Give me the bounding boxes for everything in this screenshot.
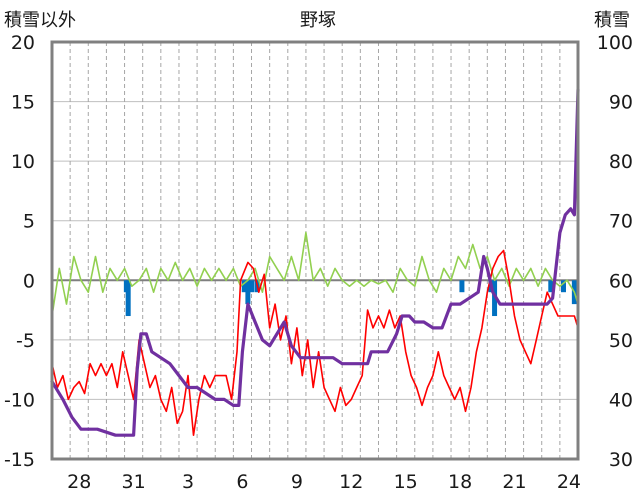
gridlines [52, 41, 578, 460]
x-tick-label: 21 [502, 471, 526, 493]
precip-bar [245, 280, 251, 305]
right-tick-label: 80 [609, 151, 633, 173]
precip-bar [459, 280, 465, 293]
right-tick-label: 70 [609, 211, 633, 233]
x-tick-label: 18 [448, 471, 472, 493]
right-axis-title: 積雪 [594, 10, 630, 31]
left-tick-label: -15 [4, 449, 35, 471]
right-tick-label: 50 [609, 330, 633, 352]
plot-frame [50, 40, 580, 461]
snow-line [50, 88, 580, 437]
x-tick-label: 24 [557, 471, 581, 493]
x-tick-label: 28 [67, 471, 91, 493]
left-axis-title: 積雪以外 [4, 10, 76, 31]
x-tick-label: 15 [394, 471, 418, 493]
left-tick-label: 0 [23, 270, 35, 292]
precip-bar [249, 280, 255, 293]
chart-title: 野塚 [300, 10, 336, 31]
precip-bar [125, 280, 131, 317]
wind-line [51, 231, 579, 317]
left-tick-label: 20 [11, 32, 35, 54]
right-tick-label: 30 [609, 449, 633, 471]
precip-bar [548, 280, 554, 293]
right-tick-label: 40 [609, 389, 633, 411]
x-tick-label: 31 [122, 471, 146, 493]
left-tick-label: -10 [4, 389, 35, 411]
right-tick-label: 100 [597, 32, 633, 54]
x-tick-label: 3 [182, 471, 194, 493]
left-tick-label: -5 [16, 330, 35, 352]
precip-bar [560, 280, 566, 293]
x-tick-label: 6 [236, 471, 248, 493]
precip-bar [241, 280, 247, 293]
left-tick-label: 10 [11, 151, 35, 173]
left-tick-label: 5 [23, 211, 35, 233]
x-tick-label: 9 [291, 471, 303, 493]
series-lines [50, 88, 580, 437]
left-tick-label: 15 [11, 92, 35, 114]
right-tick-label: 60 [609, 270, 633, 292]
x-tick-label: 12 [339, 471, 363, 493]
right-tick-label: 90 [609, 92, 633, 114]
